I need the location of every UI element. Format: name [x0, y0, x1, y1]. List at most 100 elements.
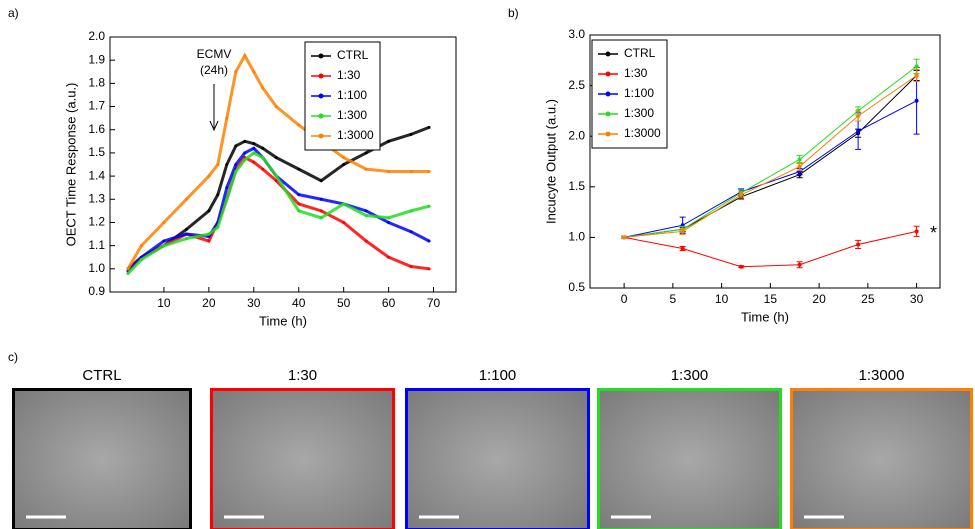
data-point: [409, 230, 413, 234]
data-point: [342, 220, 346, 224]
data-point: [387, 216, 391, 220]
image-caption: 1:30: [288, 367, 317, 384]
data-point: [126, 267, 130, 271]
data-point: [225, 186, 229, 190]
legend-marker: [318, 73, 324, 79]
legend-marker: [605, 71, 611, 77]
x-tick-label: 10: [715, 292, 729, 306]
series-line: [624, 65, 917, 238]
data-point: [207, 239, 211, 243]
micrograph: [405, 388, 590, 529]
data-point: [234, 169, 238, 173]
y-tick-label: 1.7: [88, 99, 105, 113]
legend-label: 1:30: [624, 66, 648, 80]
y-axis-title: Incucyte Output (a.u.): [543, 99, 558, 224]
data-point: [387, 255, 391, 259]
data-point: [319, 216, 323, 220]
data-point: [207, 174, 211, 178]
x-tick-label: 10: [157, 296, 171, 310]
annotation: (24h): [200, 63, 228, 77]
annotation: ECMV: [197, 47, 232, 61]
data-point: [252, 70, 256, 74]
data-point: [216, 193, 220, 197]
legend-label: CTRL: [337, 48, 369, 62]
y-tick-label: 1.6: [88, 122, 105, 136]
data-point: [234, 163, 238, 166]
series-line: [624, 230, 917, 268]
data-point: [162, 244, 166, 248]
y-tick-label: 1.5: [568, 179, 585, 193]
data-point: [387, 169, 391, 173]
y-tick-label: 1.0: [88, 261, 105, 275]
legend-label: 1:100: [337, 88, 367, 102]
data-point: [409, 209, 413, 213]
y-tick-label: 0.9: [88, 284, 105, 298]
data-point: [797, 157, 802, 162]
legend-marker: [318, 93, 324, 99]
data-point: [252, 151, 256, 155]
data-point: [139, 244, 143, 248]
data-point: [243, 151, 247, 155]
data-point: [297, 123, 301, 127]
data-point: [297, 209, 301, 213]
legend-marker: [318, 133, 324, 139]
legend-label: 1:100: [624, 86, 654, 100]
data-point: [234, 144, 238, 148]
data-point: [856, 242, 861, 247]
x-axis-title: Time (h): [259, 313, 307, 328]
data-point: [243, 139, 247, 143]
data-point: [274, 105, 278, 109]
data-point: [319, 197, 323, 201]
data-point: [225, 163, 229, 166]
legend-label: 1:300: [337, 108, 367, 122]
data-point: [364, 151, 368, 155]
x-tick-label: 5: [670, 292, 677, 306]
data-point: [225, 116, 229, 120]
x-tick-label: 0: [621, 292, 628, 306]
series-line: [624, 100, 917, 238]
legend-marker: [605, 131, 611, 137]
data-point: [427, 125, 431, 129]
data-point: [914, 98, 919, 103]
legend-label: 1:300: [624, 106, 654, 120]
x-tick-label: 20: [202, 296, 216, 310]
legend-marker: [605, 111, 611, 117]
data-point: [243, 158, 247, 162]
legend-marker: [318, 113, 324, 119]
data-point: [274, 174, 278, 178]
micrograph: [210, 388, 395, 529]
micrograph: [790, 388, 973, 529]
data-point: [856, 129, 861, 134]
y-tick-label: 1.0: [568, 230, 585, 244]
data-point: [184, 197, 188, 201]
y-tick-label: 2.5: [568, 78, 585, 92]
x-tick-label: 25: [861, 292, 875, 306]
data-point: [184, 237, 188, 241]
data-point: [261, 146, 265, 150]
data-point: [162, 239, 166, 243]
data-point: [409, 265, 413, 268]
data-point: [297, 167, 301, 171]
y-tick-label: 1.3: [88, 191, 105, 205]
data-point: [297, 202, 301, 206]
data-point: [261, 86, 265, 90]
data-point: [427, 169, 431, 173]
data-point: [797, 164, 802, 169]
data-point: [856, 113, 861, 118]
y-axis-title: OECT Time Response (a.u.): [63, 83, 78, 247]
y-tick-label: 3.0: [568, 27, 585, 41]
legend-marker: [605, 51, 611, 57]
panel-label: a): [8, 6, 19, 20]
data-point: [427, 239, 431, 243]
annotation-arrow: [209, 84, 219, 132]
data-point: [914, 64, 919, 69]
legend-label: 1:3000: [337, 128, 374, 142]
data-point: [297, 193, 301, 197]
data-point: [225, 197, 229, 201]
data-point: [319, 209, 323, 213]
data-point: [387, 139, 391, 143]
data-point: [243, 54, 247, 58]
image-caption: 1:300: [671, 367, 709, 384]
data-point: [252, 160, 256, 164]
data-point: [797, 262, 802, 267]
